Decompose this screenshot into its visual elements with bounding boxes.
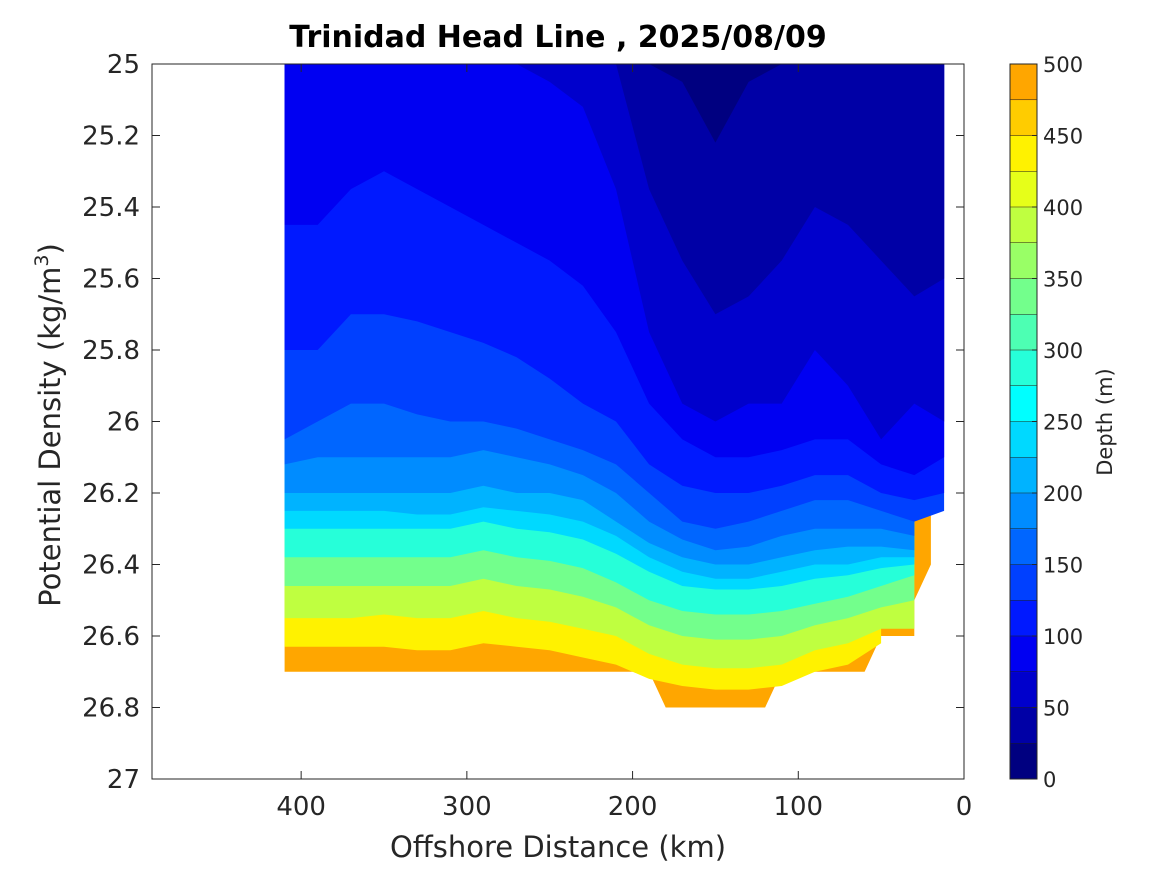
y-tick-label: 25: [107, 50, 140, 80]
colorbar-label: Depth (m): [1093, 368, 1117, 475]
y-tick-label: 26.4: [82, 551, 140, 581]
colorbar-swatch: [1010, 493, 1037, 529]
colorbar-tick-label: 350: [1043, 268, 1083, 292]
colorbar-swatch: [1010, 422, 1037, 458]
colorbar-swatch: [1010, 207, 1037, 243]
colorbar-swatch: [1010, 386, 1037, 422]
colorbar-swatch: [1010, 457, 1037, 493]
x-tick-label: 300: [442, 792, 492, 822]
y-axis-label-close: ): [33, 243, 67, 254]
colorbar-swatch: [1010, 100, 1037, 136]
x-tick-label: 100: [773, 792, 823, 822]
x-tick-label: 0: [956, 792, 973, 822]
y-tick-label: 25.2: [82, 122, 140, 152]
y-tick-label: 25.8: [82, 336, 140, 366]
colorbar-tick-label: 450: [1043, 125, 1083, 149]
colorbar-tick-label: 300: [1043, 339, 1083, 363]
colorbar-swatch: [1010, 171, 1037, 207]
colorbar-swatch: [1010, 136, 1037, 172]
y-axis-label-main: Potential Density (kg/m: [33, 267, 67, 607]
colorbar-tick-label: 50: [1043, 697, 1070, 721]
x-tick-label: 400: [276, 792, 326, 822]
y-tick-label: 26: [107, 408, 140, 438]
colorbar-swatch: [1010, 64, 1037, 100]
colorbar-swatch: [1010, 243, 1037, 279]
colorbar-swatch: [1010, 708, 1037, 744]
y-tick-label: 26.8: [82, 694, 140, 724]
y-axis-label: Potential Density (kg/m3): [31, 243, 67, 607]
colorbar-swatch: [1010, 672, 1037, 708]
contour-fill-layer: [285, 64, 945, 708]
x-tick-label: 200: [608, 792, 658, 822]
colorbar-tick-label: 400: [1043, 196, 1083, 220]
colorbar-tick-label: 200: [1043, 482, 1083, 506]
x-axis-label: Offshore Distance (km): [390, 830, 726, 864]
y-tick-label: 25.4: [82, 193, 140, 223]
colorbar-swatch: [1010, 600, 1037, 636]
y-axis-label-superscript: 3: [31, 254, 53, 266]
colorbar-swatch: [1010, 529, 1037, 565]
colorbar-tick-label: 100: [1043, 625, 1083, 649]
colorbar-tick-label: 250: [1043, 411, 1083, 435]
y-tick-label: 26.2: [82, 479, 140, 509]
y-tick-label: 26.6: [82, 622, 140, 652]
y-tick-label: 27: [107, 765, 140, 795]
colorbar-tick-label: 500: [1043, 53, 1083, 77]
colorbar-swatch: [1010, 565, 1037, 601]
colorbar-swatch: [1010, 350, 1037, 386]
colorbar-swatch: [1010, 314, 1037, 350]
colorbar-tick-label: 150: [1043, 554, 1083, 578]
colorbar-swatch: [1010, 279, 1037, 315]
colorbar-swatch: [1010, 743, 1037, 779]
chart-title: Trinidad Head Line , 2025/08/09: [289, 20, 826, 55]
y-tick-label: 25.6: [82, 265, 140, 295]
colorbar-tick-label: 0: [1043, 768, 1056, 792]
colorbar-swatch: [1010, 636, 1037, 672]
